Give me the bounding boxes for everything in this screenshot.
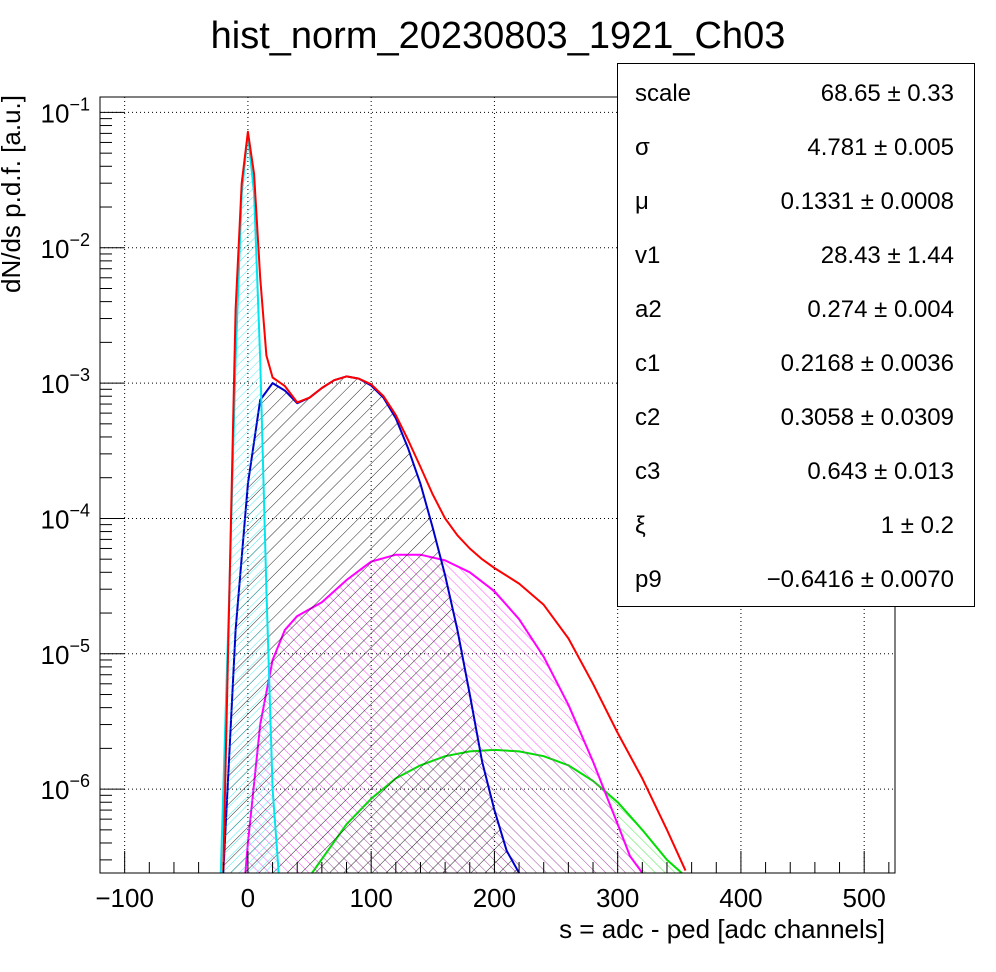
x-axis-label: s = adc - ped [adc channels]	[559, 914, 885, 944]
x-tick-label: 200	[473, 883, 516, 913]
stat-value: 28.43 ± 1.44	[820, 242, 954, 269]
y-tick-label: 10−4	[41, 500, 90, 534]
x-tick-label: 300	[596, 883, 639, 913]
stat-name: c3	[635, 458, 661, 485]
stat-row: c2 0.3058 ± 0.0309	[618, 392, 974, 446]
stat-value: 0.3058 ± 0.0309	[780, 404, 954, 431]
x-tick-label: 0	[241, 883, 255, 913]
x-tick-label: 400	[719, 883, 762, 913]
y-tick-label: 10−5	[41, 636, 90, 670]
stat-row: σ 4.781 ± 0.005	[618, 122, 974, 176]
series-area-1	[220, 133, 279, 873]
stat-name: c2	[635, 404, 661, 431]
series-line-0	[222, 130, 687, 872]
stat-row: c3 0.643 ± 0.013	[618, 446, 974, 500]
stat-row: p9 −0.6416 ± 0.0070	[618, 554, 974, 608]
stat-row: ξ 1 ± 0.2	[618, 500, 974, 554]
y-tick-label: 10−1	[41, 94, 90, 128]
stat-name: ξ	[635, 512, 646, 539]
series-area-2	[223, 376, 520, 873]
stat-value: 68.65 ± 0.33	[820, 80, 954, 107]
y-tick-label: 10−6	[41, 771, 90, 805]
stat-value: 0.643 ± 0.013	[807, 458, 954, 485]
x-tick-label: 500	[842, 883, 885, 913]
y-tick-label: 10−2	[41, 230, 90, 264]
stat-row: μ 0.1331 ± 0.0008	[618, 176, 974, 230]
stat-row: scale 68.65 ± 0.33	[618, 68, 974, 122]
stat-name: μ	[635, 188, 649, 215]
fit-stats-box: scale 68.65 ± 0.33 σ 4.781 ± 0.005 μ 0.1331 ±…	[617, 63, 975, 607]
stat-row: c1 0.2168 ± 0.0036	[618, 338, 974, 392]
stat-value: −0.6416 ± 0.0070	[766, 566, 954, 593]
stat-value: 0.1331 ± 0.0008	[780, 188, 954, 215]
stat-row: v1 28.43 ± 1.44	[618, 230, 974, 284]
series-group	[219, 130, 687, 873]
stat-name: a2	[635, 296, 662, 323]
y-tick-label: 10−3	[41, 365, 90, 399]
stat-name: σ	[635, 134, 650, 161]
stat-value: 4.781 ± 0.005	[807, 134, 954, 161]
stat-value: 0.274 ± 0.004	[807, 296, 954, 323]
x-tick-label: −100	[95, 883, 154, 913]
stat-name: p9	[635, 566, 662, 593]
chart-title: hist_norm_20230803_1921_Ch03	[211, 15, 786, 57]
stat-name: scale	[635, 80, 692, 107]
stat-name: c1	[635, 350, 661, 377]
x-tick-label: 100	[349, 883, 392, 913]
y-axis: 10−6 10−5 10−4 10−3 10−2 10−1	[41, 94, 124, 861]
x-axis: −100 0 100 200 300 400 500	[95, 851, 890, 913]
stat-value: 1 ± 0.2	[880, 512, 954, 539]
y-axis-label: dN/ds p.d.f. [a.u.]	[0, 95, 26, 293]
stat-name: v1	[635, 242, 661, 269]
stat-row: a2 0.274 ± 0.004	[618, 284, 974, 338]
stat-value: 0.2168 ± 0.0036	[780, 350, 954, 377]
